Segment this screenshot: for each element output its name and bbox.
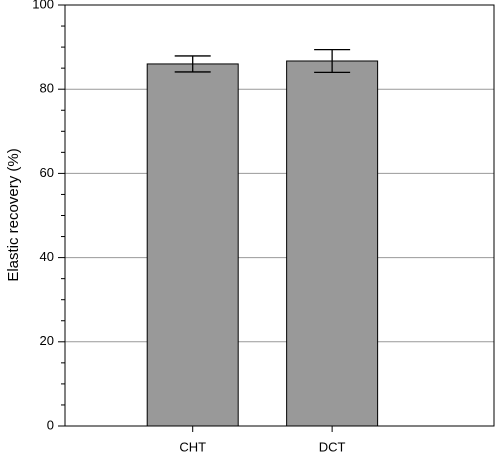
error-bar: [314, 48, 351, 74]
error-bar: [174, 55, 211, 73]
x-tick-label: DCT: [319, 439, 346, 454]
y-tick-label: 20: [40, 333, 54, 348]
y-tick-label: 100: [32, 0, 54, 11]
bar: [146, 63, 239, 427]
bar: [286, 60, 379, 427]
y-tick-label: 40: [40, 249, 54, 264]
y-axis-label: Elastic recovery (%): [5, 148, 22, 281]
plot-frame: [64, 4, 495, 427]
x-tick-label: CHT: [179, 439, 206, 454]
y-tick-label: 0: [47, 417, 54, 432]
y-tick-label: 60: [40, 165, 54, 180]
y-tick-label: 80: [40, 81, 54, 96]
